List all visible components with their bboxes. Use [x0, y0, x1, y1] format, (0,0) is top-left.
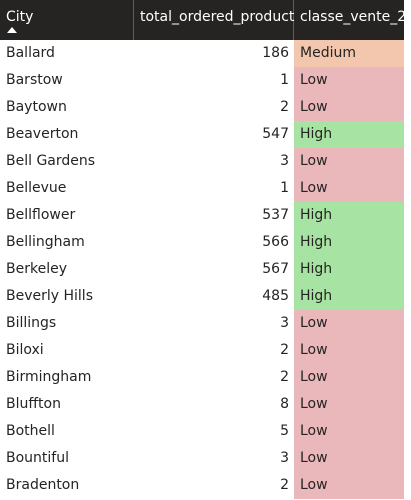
city-cell: Bell Gardens — [6, 153, 96, 169]
city-cell: Bellevue — [6, 180, 67, 196]
total-ordered-product-cell: 186 — [262, 45, 289, 61]
total-ordered-product-cell: 485 — [262, 288, 289, 304]
classe-vente-cell: High — [294, 256, 404, 283]
total-ordered-product-cell: 2 — [280, 369, 289, 385]
column-header-city[interactable]: City — [0, 0, 134, 40]
classe-vente-cell: Low — [294, 175, 404, 202]
table-row[interactable]: Bluffton 8 Low — [0, 391, 404, 418]
table-row[interactable]: Beaverton 547 High — [0, 121, 404, 148]
total-ordered-product-cell: 537 — [262, 207, 289, 223]
city-cell: Barstow — [6, 72, 63, 88]
table-row[interactable]: Barstow 1 Low — [0, 67, 404, 94]
total-ordered-product-cell: 566 — [262, 234, 289, 250]
table-row[interactable]: Bellevue 1 Low — [0, 175, 404, 202]
city-cell: Ballard — [6, 45, 55, 61]
table-row[interactable]: Berkeley 567 High — [0, 256, 404, 283]
classe-vente-cell: High — [294, 202, 404, 229]
column-header-total-ordered-product[interactable]: total_ordered_product — [134, 0, 294, 40]
table-row[interactable]: Bellingham 566 High — [0, 229, 404, 256]
city-cell: Birmingham — [6, 369, 92, 385]
city-cell: Bothell — [6, 423, 55, 439]
total-ordered-product-cell: 5 — [280, 423, 289, 439]
column-header-label: total_ordered_product — [140, 9, 295, 25]
total-ordered-product-cell: 567 — [262, 261, 289, 277]
city-cell: Berkeley — [6, 261, 67, 277]
classe-vente-cell: Low — [294, 310, 404, 337]
classe-vente-cell: Low — [294, 148, 404, 175]
column-header-label: City — [6, 9, 34, 25]
classe-vente-cell: Low — [294, 94, 404, 121]
table-row[interactable]: Bell Gardens 3 Low — [0, 148, 404, 175]
city-cell: Biloxi — [6, 342, 44, 358]
total-ordered-product-cell: 1 — [280, 72, 289, 88]
city-cell: Beaverton — [6, 126, 79, 142]
table-row[interactable]: Baytown 2 Low — [0, 94, 404, 121]
classe-vente-cell: Medium — [294, 40, 404, 67]
city-cell: Bellingham — [6, 234, 85, 250]
table-row[interactable]: Bothell 5 Low — [0, 418, 404, 445]
classe-vente-cell: Low — [294, 472, 404, 499]
city-cell: Bellflower — [6, 207, 76, 223]
classe-vente-cell: Low — [294, 67, 404, 94]
city-cell: Billings — [6, 315, 57, 331]
table-row[interactable]: Birmingham 2 Low — [0, 364, 404, 391]
classe-vente-cell: High — [294, 283, 404, 310]
column-header-classe-vente[interactable]: classe_vente_2 — [294, 0, 407, 40]
city-cell: Bountiful — [6, 450, 69, 466]
table-row[interactable]: Beverly Hills 485 High — [0, 283, 404, 310]
classe-vente-cell: Low — [294, 337, 404, 364]
classe-vente-cell: High — [294, 121, 404, 148]
total-ordered-product-cell: 2 — [280, 477, 289, 493]
table-row[interactable]: Bellflower 537 High — [0, 202, 404, 229]
table-header: City total_ordered_product classe_vente_… — [0, 0, 407, 40]
city-cell: Bradenton — [6, 477, 80, 493]
total-ordered-product-cell: 1 — [280, 180, 289, 196]
sort-ascending-icon[interactable] — [7, 27, 17, 33]
total-ordered-product-cell: 547 — [262, 126, 289, 142]
total-ordered-product-cell: 2 — [280, 99, 289, 115]
table-row[interactable]: Ballard 186 Medium — [0, 40, 404, 67]
classe-vente-cell: Low — [294, 418, 404, 445]
total-ordered-product-cell: 8 — [280, 396, 289, 412]
classe-vente-cell: High — [294, 229, 404, 256]
total-ordered-product-cell: 3 — [280, 153, 289, 169]
total-ordered-product-cell: 2 — [280, 342, 289, 358]
classe-vente-cell: Low — [294, 445, 404, 472]
table-row[interactable]: Biloxi 2 Low — [0, 337, 404, 364]
table-body: Ballard 186 Medium Barstow 1 Low Baytown 2 Low Be… — [0, 40, 404, 499]
city-cell: Beverly Hills — [6, 288, 93, 304]
city-cell: Baytown — [6, 99, 67, 115]
city-cell: Bluffton — [6, 396, 61, 412]
table-row[interactable]: Bradenton 2 Low — [0, 472, 404, 499]
table-row[interactable]: Billings 3 Low — [0, 310, 404, 337]
total-ordered-product-cell: 3 — [280, 315, 289, 331]
column-header-label: classe_vente_2 — [300, 9, 407, 25]
table-row[interactable]: Bountiful 3 Low — [0, 445, 404, 472]
classe-vente-cell: Low — [294, 391, 404, 418]
total-ordered-product-cell: 3 — [280, 450, 289, 466]
classe-vente-cell: Low — [294, 364, 404, 391]
